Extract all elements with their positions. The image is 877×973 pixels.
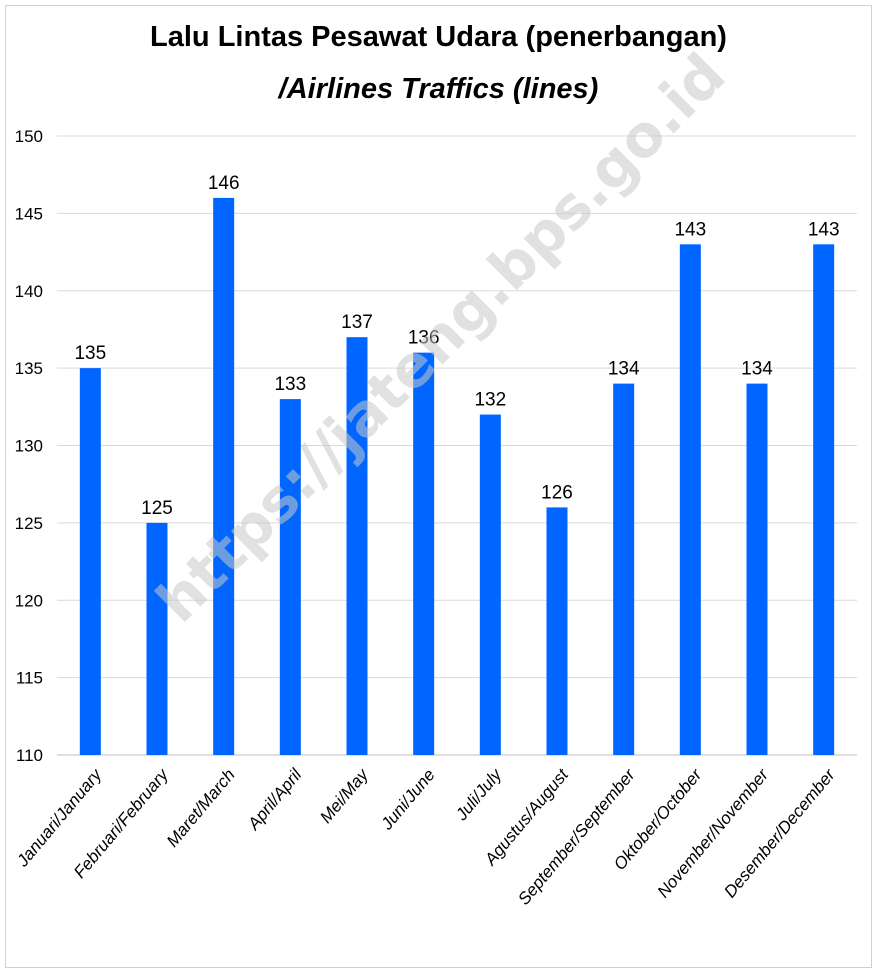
y-tick-label: 120 (15, 591, 43, 610)
y-tick-label: 125 (15, 514, 43, 533)
bar (813, 244, 835, 755)
data-label: 136 (408, 328, 440, 349)
data-label: 134 (741, 359, 773, 380)
data-label: 146 (208, 173, 240, 194)
data-label: 126 (541, 482, 573, 503)
x-tick-labels: Januari/JanuaryFebruari/FebruaryMaret/Ma… (12, 764, 839, 908)
chart-title: Lalu Lintas Pesawat Udara (penerbangan) (150, 21, 727, 53)
y-tick-label: 145 (15, 204, 43, 223)
bar (679, 244, 701, 755)
chart-subtitle: /Airlines Traffics (lines) (278, 73, 599, 105)
bar (279, 399, 301, 755)
bar (79, 368, 101, 755)
bar (479, 414, 501, 755)
data-label: 132 (474, 390, 506, 411)
data-label: 125 (141, 498, 173, 519)
y-tick-label: 130 (15, 437, 43, 456)
data-label: 135 (74, 343, 106, 364)
x-tick-label: November/November (654, 764, 773, 901)
data-label: 143 (674, 219, 706, 240)
x-tick-label: Mei/May (316, 764, 373, 827)
data-label: 134 (608, 359, 640, 380)
bar (146, 522, 168, 755)
chart-frame (5, 5, 872, 968)
data-label: 137 (341, 312, 373, 333)
x-tick-label: April/April (243, 764, 306, 834)
data-label: 133 (274, 374, 306, 395)
y-tick-label: 115 (16, 669, 43, 688)
x-tick-label: Juni/June (377, 765, 439, 834)
y-tick-label: 135 (15, 359, 43, 378)
gridlines (57, 135, 857, 756)
y-tick-label: 150 (15, 127, 43, 146)
bar (346, 337, 368, 755)
bar (213, 197, 235, 755)
bar (746, 383, 768, 755)
bar (613, 383, 635, 755)
y-tick-labels: 110 115 120 125 130 135 140 145 150 (15, 127, 43, 765)
y-tick-label: 110 (16, 746, 43, 765)
x-tick-label: Desember/December (720, 764, 839, 901)
y-tick-label: 140 (15, 282, 43, 301)
x-tick-label: Juli/July (451, 764, 506, 824)
data-labels: 135 125 146 133 137 136 132 126 134 143 134 143 (74, 173, 839, 519)
x-tick-label: Maret/March (163, 765, 239, 850)
data-label: 143 (808, 219, 840, 240)
bars (79, 197, 835, 755)
bar (546, 507, 568, 755)
bar (413, 352, 435, 755)
x-tick-label: September/September (514, 764, 639, 908)
